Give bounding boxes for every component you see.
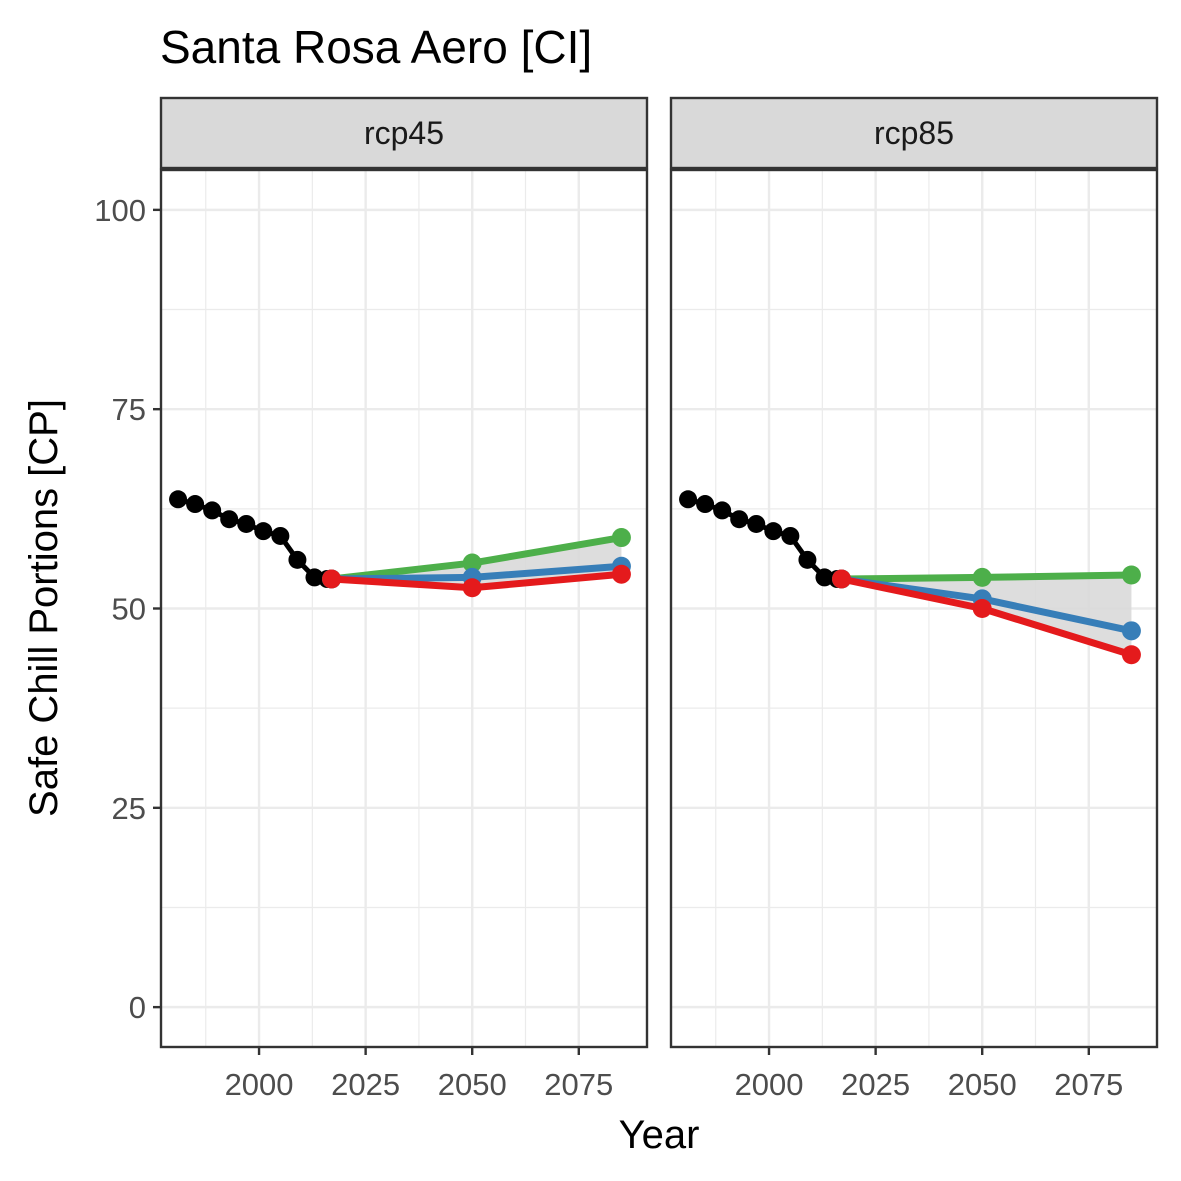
y-tick-label: 100: [94, 193, 146, 228]
historic-point: [186, 495, 205, 514]
historic-point: [220, 510, 239, 529]
x-axis-title: Year: [619, 1113, 700, 1157]
historic-point: [237, 514, 256, 533]
historic-point: [203, 501, 222, 520]
projection-point-low: [611, 564, 631, 584]
historic-point: [798, 550, 817, 569]
x-tick-label: 2000: [735, 1067, 804, 1102]
x-tick-label: 2050: [438, 1067, 507, 1102]
projection-point-high: [1121, 565, 1141, 585]
historic-point: [271, 526, 290, 545]
projection-point-low: [322, 569, 342, 589]
historic-point: [730, 510, 749, 529]
historic-point: [781, 526, 800, 545]
panel-border: [669, 168, 1159, 1049]
y-tick-label: 0: [129, 990, 146, 1025]
projection-point-low: [972, 599, 992, 618]
historic-point: [764, 522, 783, 541]
facet-strip-label: rcp45: [364, 115, 444, 151]
y-tick-label: 25: [112, 791, 146, 826]
projection-point-high: [972, 567, 992, 587]
panel-rcp45: rcp45: [159, 96, 649, 1049]
x-tick-label: 2000: [225, 1067, 294, 1102]
historic-point: [679, 490, 698, 509]
chart-title: Santa Rosa Aero [CI]: [160, 21, 592, 73]
y-tick-label: 75: [112, 392, 146, 427]
historic-point: [254, 522, 273, 541]
projection-point-low: [832, 569, 852, 589]
historic-point: [169, 490, 188, 509]
x-tick-label: 2075: [1054, 1067, 1123, 1102]
facet-strip: [159, 96, 649, 170]
panel-rcp85: rcp85: [669, 96, 1159, 1049]
x-tick-label: 2025: [331, 1067, 400, 1102]
y-axis: 0 25 50 75 100: [94, 193, 161, 1025]
facet-panels: rcp45 rcp85: [159, 96, 1159, 1049]
y-tick-label: 50: [112, 592, 146, 627]
historic-line: [177, 496, 328, 582]
facet-strip-label: rcp85: [874, 115, 954, 151]
x-axis: 2000 2025 2050 2075 2000 2025 2050 2075: [225, 1047, 1123, 1102]
facet-strip: [669, 96, 1159, 170]
historic-point: [713, 501, 732, 520]
historic-point: [288, 550, 307, 569]
projection-point-low: [462, 578, 482, 598]
projection-point-mid: [1121, 621, 1141, 641]
projection-point-high: [462, 553, 482, 573]
historic-point: [696, 495, 715, 514]
x-tick-label: 2050: [948, 1067, 1017, 1102]
x-tick-label: 2025: [841, 1067, 910, 1102]
x-tick-label: 2075: [544, 1067, 613, 1102]
projection-point-high: [611, 528, 631, 548]
projection-point-low: [1121, 645, 1141, 665]
projection-range-ribbon: [841, 575, 1132, 655]
y-axis-title: Safe Chill Portions [CP]: [22, 399, 66, 817]
historic-line: [687, 496, 838, 582]
historic-point: [747, 514, 766, 533]
